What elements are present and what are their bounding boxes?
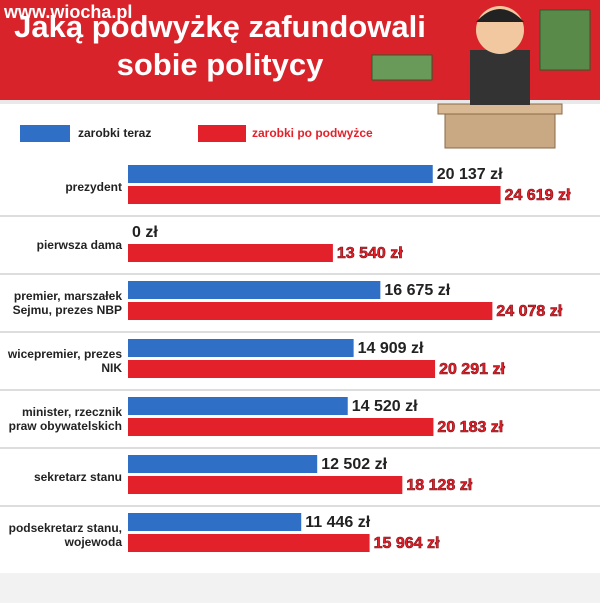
bar xyxy=(128,186,501,204)
legend-label: zarobki teraz xyxy=(78,126,151,140)
value-label: 12 502 zł xyxy=(321,456,387,473)
value-label: 16 675 zł xyxy=(384,282,450,299)
bar xyxy=(128,302,493,320)
bar xyxy=(128,397,348,415)
footer-band xyxy=(0,573,600,603)
category-label: sekretarz stanu xyxy=(33,470,122,484)
bar xyxy=(128,281,381,299)
bar xyxy=(128,165,433,183)
value-label: 14 909 zł xyxy=(358,340,424,357)
category-label: prezydent xyxy=(65,180,122,194)
bar xyxy=(128,534,370,552)
header-shadow xyxy=(0,100,600,104)
bar xyxy=(128,455,318,473)
legend-swatch xyxy=(198,125,246,142)
value-label: 20 291 zł xyxy=(439,361,505,378)
chart-title: Jaką podwyżkę zafundowali sobie politycy xyxy=(14,9,426,82)
value-label: 20 183 zł xyxy=(437,419,503,436)
category-label: pierwsza dama xyxy=(36,238,122,252)
category-label: premier, marszałek Sejmu, prezes NBP xyxy=(12,289,122,317)
value-label: 24 078 zł xyxy=(496,303,562,320)
value-label: 14 520 zł xyxy=(352,398,418,415)
watermark: www.wiocha.pl xyxy=(4,2,133,22)
cartoon xyxy=(371,6,591,149)
bar xyxy=(128,339,354,357)
legend-label: zarobki po podwyżce xyxy=(252,126,373,140)
value-label: 18 128 zł xyxy=(406,477,472,494)
value-label: 20 137 zł xyxy=(437,166,503,183)
bar xyxy=(128,360,436,378)
value-label: 0 zł xyxy=(132,224,158,241)
value-label: 15 964 zł xyxy=(374,535,440,552)
bar xyxy=(128,418,434,436)
category-label: podsekretarz stanu, wojewoda xyxy=(8,521,122,549)
bar xyxy=(128,476,403,494)
value-label: 24 619 zł xyxy=(505,187,571,204)
value-label: 11 446 zł xyxy=(305,514,371,531)
bar xyxy=(128,513,302,531)
legend-swatch xyxy=(20,125,70,142)
category-label: wicepremier, prezes NIK xyxy=(7,347,122,375)
category-label: minister, rzecznik praw obywatelskich xyxy=(8,405,122,433)
value-label: 13 540 zł xyxy=(337,245,403,262)
bar xyxy=(128,244,333,262)
